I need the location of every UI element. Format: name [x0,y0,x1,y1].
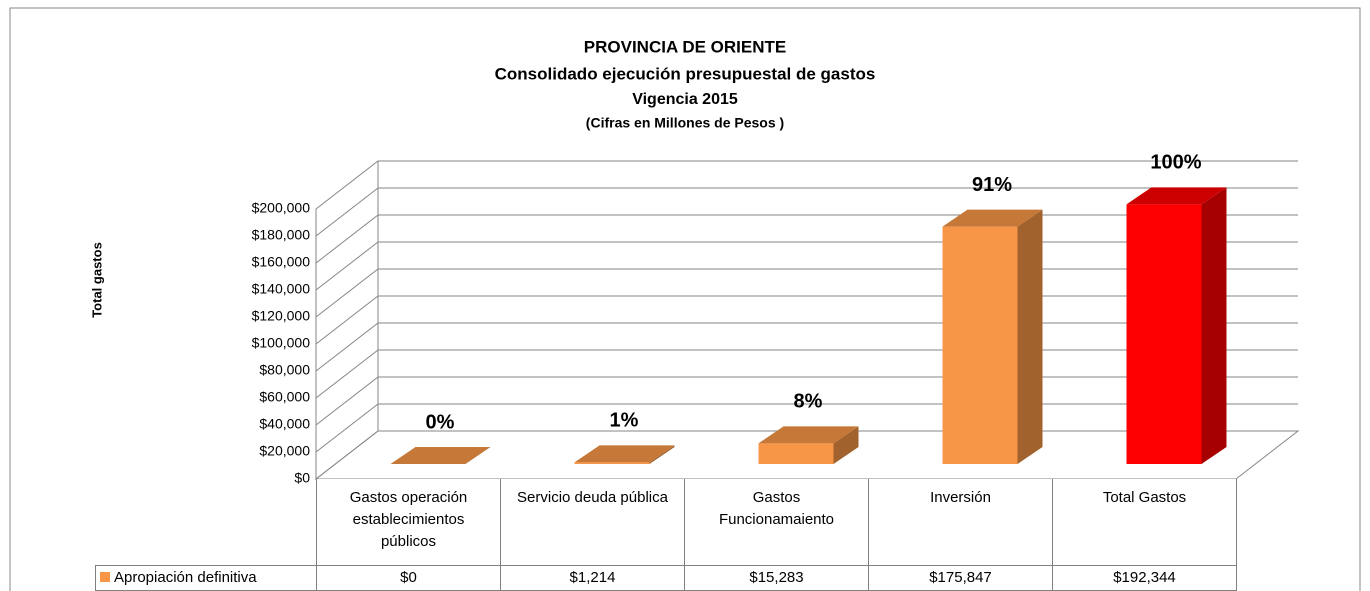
chart-subtitle: Vigencia 2015 [632,91,738,108]
legend-label: Apropiación definitiva [114,569,257,586]
y-tick-label: $40,000 [259,416,310,432]
y-tick-label: $140,000 [252,281,311,297]
bar [1126,187,1227,464]
bar-side [833,426,859,464]
bar-front [758,443,834,464]
y-axis-title: Total gastos [89,242,104,318]
cell-text: Total Gastos [1102,489,1187,506]
cell-text: Inversión [930,489,991,506]
cell-text: Gastos Funcionamaiento [718,489,835,528]
bar-top [758,426,859,444]
bar-top [1126,187,1227,205]
cell-text: Gastos operación establecimientos públic… [349,489,468,550]
category-cell: Gastos operación establecimientos públic… [316,479,501,566]
bar-front [574,462,650,464]
cell-text: $15,283 [749,569,804,586]
category-cell: Gastos Funcionamaiento [684,479,869,566]
y-tick-label: $60,000 [259,389,310,405]
value-cell: $192,344 [1052,565,1237,591]
value-cell: $0 [316,565,501,591]
value-cell: $15,283 [684,565,869,591]
y-tick-label: $160,000 [252,254,311,270]
share-label: 100% [1150,152,1201,174]
grid-line [315,160,1298,210]
cell-text: $175,847 [929,569,992,586]
bar-top [942,209,1043,227]
grid-line [315,187,1298,237]
y-tick-label: $100,000 [252,335,311,351]
category-cell: Inversión [868,479,1053,566]
share-label: 0% [426,411,455,433]
chart-note: (Cifras en Millones de Pesos ) [586,115,784,131]
bar-front [1126,204,1202,464]
bar-side [1017,209,1043,464]
bar-top [574,445,675,463]
y-tick-label: $120,000 [252,308,311,324]
y-tick-label: $80,000 [259,362,310,378]
category-cell: Servicio deuda pública [500,479,685,566]
chart-subtitle: Consolidado ejecución presupuestal de ga… [495,64,876,83]
cell-text: $192,344 [1113,569,1176,586]
share-label: 91% [972,174,1012,196]
cell-text: $1,214 [569,569,616,586]
bar-top [390,447,491,464]
bar [390,447,491,464]
share-label: 1% [610,410,639,432]
bar-side [1201,187,1227,464]
value-cell: $1,214 [500,565,685,591]
y-tick-label: $180,000 [252,227,311,243]
y-tick-label: $200,000 [252,200,311,216]
bar [574,445,675,464]
bar [942,209,1043,464]
legend-swatch [100,572,110,582]
bar [758,426,859,464]
y-tick-label: $20,000 [259,443,310,459]
legend-cell: Apropiación definitiva [95,565,317,591]
share-label: 8% [794,391,823,413]
bar-side [649,445,675,464]
cell-text: Servicio deuda pública [517,489,668,506]
bar-front [942,226,1018,464]
category-cell: Total Gastos [1052,479,1237,566]
chart-title: PROVINCIA DE ORIENTE [584,37,786,56]
y-tick-label: $0 [294,470,310,486]
cell-text: $0 [400,569,417,586]
value-cell: $175,847 [868,565,1053,591]
